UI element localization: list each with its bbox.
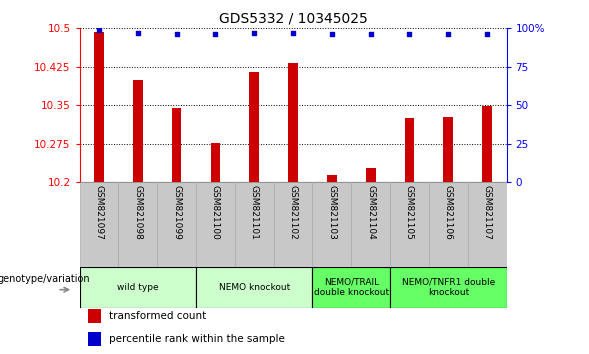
Point <box>250 30 259 36</box>
Text: GSM821097: GSM821097 <box>94 185 104 240</box>
Bar <box>390 182 429 267</box>
Bar <box>366 168 376 182</box>
Point <box>327 32 336 37</box>
Bar <box>468 182 507 267</box>
Bar <box>482 106 492 182</box>
Text: GSM821105: GSM821105 <box>405 185 414 240</box>
Bar <box>351 182 390 267</box>
Bar <box>172 108 181 182</box>
Bar <box>88 332 101 346</box>
Point <box>133 30 143 36</box>
Text: GSM821106: GSM821106 <box>444 185 453 240</box>
Bar <box>133 80 143 182</box>
Bar <box>157 182 196 267</box>
Bar <box>429 182 468 267</box>
Text: genotype/variation: genotype/variation <box>0 274 90 285</box>
Bar <box>390 267 507 308</box>
Bar <box>94 32 104 182</box>
Point <box>211 32 220 37</box>
Text: GSM821101: GSM821101 <box>250 185 259 240</box>
Text: GSM821104: GSM821104 <box>366 185 375 240</box>
Text: GSM821100: GSM821100 <box>211 185 220 240</box>
Bar <box>196 182 235 267</box>
Text: GSM821098: GSM821098 <box>133 185 143 240</box>
Text: NEMO/TRAIL
double knockout: NEMO/TRAIL double knockout <box>314 278 389 297</box>
Point <box>405 32 414 37</box>
Point <box>94 27 104 33</box>
Bar <box>312 182 351 267</box>
Bar <box>405 118 414 182</box>
Text: GSM821103: GSM821103 <box>327 185 336 240</box>
Bar <box>235 182 274 267</box>
Text: GSM821102: GSM821102 <box>289 185 297 240</box>
Point <box>366 32 375 37</box>
Point <box>172 32 181 37</box>
Text: transformed count: transformed count <box>110 311 207 321</box>
Bar <box>88 309 101 323</box>
Title: GDS5332 / 10345025: GDS5332 / 10345025 <box>219 12 368 26</box>
Bar <box>210 143 220 182</box>
Text: percentile rank within the sample: percentile rank within the sample <box>110 334 285 344</box>
Text: GSM821099: GSM821099 <box>172 185 181 240</box>
Text: wild type: wild type <box>117 283 158 292</box>
Text: NEMO knockout: NEMO knockout <box>219 283 290 292</box>
Text: GSM821107: GSM821107 <box>482 185 492 240</box>
Bar <box>80 182 118 267</box>
Bar <box>312 267 390 308</box>
Bar <box>327 175 337 182</box>
Bar <box>444 116 453 182</box>
Bar <box>196 267 312 308</box>
Point <box>482 32 492 37</box>
Text: NEMO/TNFR1 double
knockout: NEMO/TNFR1 double knockout <box>402 278 495 297</box>
Point <box>444 32 453 37</box>
Point <box>289 30 298 36</box>
Bar <box>249 72 259 182</box>
Bar <box>288 63 298 182</box>
Bar <box>274 182 312 267</box>
Bar <box>118 182 157 267</box>
Bar <box>80 267 196 308</box>
